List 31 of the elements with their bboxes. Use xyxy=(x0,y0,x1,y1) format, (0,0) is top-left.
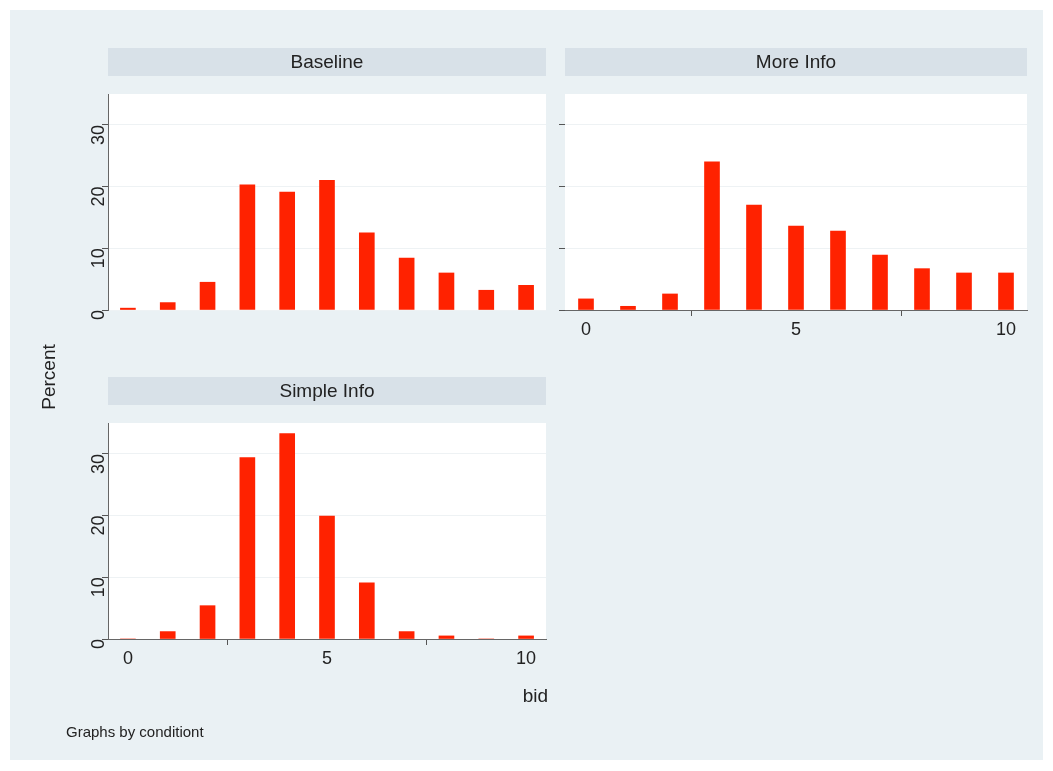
y-tick-label: 20 xyxy=(87,515,108,536)
x-tick-label: 0 xyxy=(122,647,133,668)
x-tick-label: 10 xyxy=(516,647,537,668)
bar xyxy=(872,254,888,310)
y-tick-label: 10 xyxy=(87,577,108,598)
bar xyxy=(746,204,762,310)
bar xyxy=(788,225,804,310)
x-axis-title: bid xyxy=(522,685,548,707)
y-tick-label: 20 xyxy=(87,186,108,207)
y-tick-label: 10 xyxy=(87,248,108,269)
x-tick-label: 5 xyxy=(321,647,333,668)
x-tick-label: 5 xyxy=(790,318,802,339)
bar xyxy=(620,305,636,310)
bar xyxy=(578,298,594,310)
y-tick-label: 0 xyxy=(87,310,108,321)
text: Graphs by conditiont xyxy=(66,723,204,740)
bar xyxy=(956,272,972,310)
chart-title: Simple Info xyxy=(108,377,546,405)
bar xyxy=(704,161,720,310)
chart-title: Baseline xyxy=(108,48,546,76)
bar xyxy=(914,268,930,310)
bar xyxy=(830,230,846,310)
x-tick-label: 10 xyxy=(995,318,1017,339)
bar xyxy=(662,293,678,310)
y-tick-label: 30 xyxy=(87,124,108,145)
y-tick-label: 30 xyxy=(87,453,108,474)
bar xyxy=(998,272,1014,310)
chart-title: More Info xyxy=(565,48,1027,76)
x-tick-label: 0 xyxy=(580,318,592,339)
y-tick-label: 0 xyxy=(87,639,108,650)
y-axis-title: Percent xyxy=(37,344,60,410)
